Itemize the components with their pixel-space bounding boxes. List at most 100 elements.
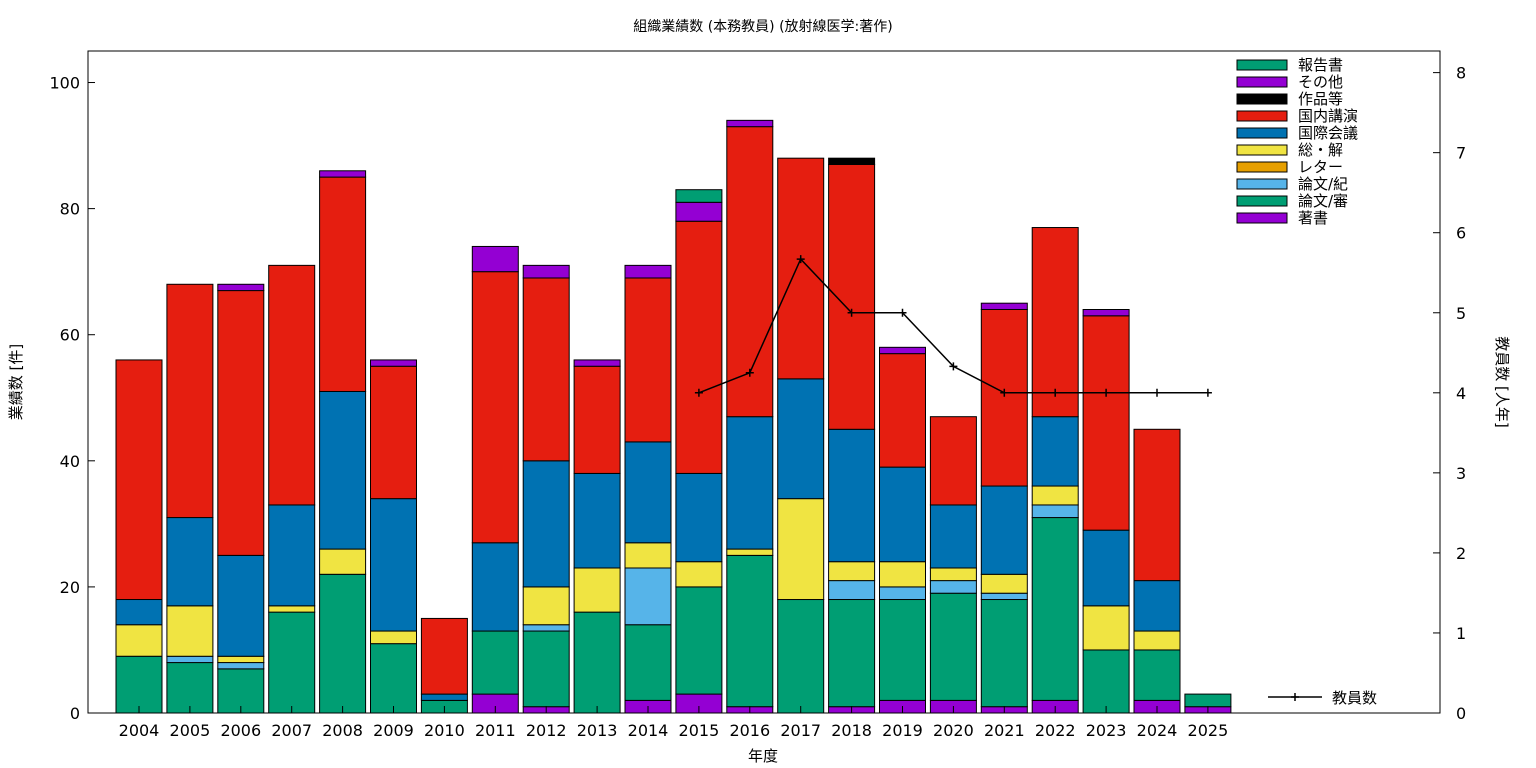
- x-tick-label: 2025: [1188, 721, 1229, 740]
- x-tick-label: 2020: [933, 721, 974, 740]
- x-tick-label: 2022: [1035, 721, 1076, 740]
- bar-segment: [115, 359, 163, 601]
- bar-segment: [166, 517, 214, 607]
- x-tick-label: 2005: [170, 721, 211, 740]
- bar-segment: [777, 599, 825, 714]
- bar-segment: [624, 277, 672, 443]
- bar-segment: [777, 498, 825, 601]
- bar-segment: [675, 220, 723, 474]
- bar-segment: [420, 617, 468, 695]
- bar-segment: [471, 271, 519, 544]
- bar-segment: [319, 176, 367, 392]
- bar-segment: [726, 548, 774, 556]
- y-tick-label: 60: [60, 326, 80, 345]
- bar-segment: [115, 624, 163, 657]
- y2-tick-label: 1: [1456, 624, 1466, 643]
- bar-segment: [828, 599, 876, 708]
- bar-segment: [522, 264, 570, 279]
- bar-segment: [319, 170, 367, 178]
- y2-tick-label: 6: [1456, 224, 1466, 243]
- bar-segment: [980, 485, 1028, 575]
- x-tick-label: 2021: [984, 721, 1025, 740]
- y-tick-label: 40: [60, 452, 80, 471]
- x-tick-label: 2012: [526, 721, 567, 740]
- bar-segment: [624, 542, 672, 569]
- y2-tick-label: 8: [1456, 64, 1466, 83]
- legend-swatch: [1236, 178, 1288, 190]
- bar-segment: [929, 504, 977, 569]
- bar-segment: [115, 655, 163, 714]
- bar-segment: [370, 359, 417, 367]
- bar-segment: [624, 624, 672, 701]
- legend-swatch: [1236, 76, 1288, 88]
- legend-swatch: [1236, 195, 1288, 207]
- legend-label: 著書: [1298, 209, 1328, 227]
- bars-group: [115, 119, 1232, 714]
- bar-segment: [980, 573, 1028, 594]
- line-point: [898, 308, 907, 317]
- bar-segment: [1082, 605, 1130, 651]
- y2-tick-label: 3: [1456, 464, 1466, 483]
- bar-segment: [471, 542, 519, 632]
- bar-segment: [522, 624, 570, 632]
- bar-segment: [980, 302, 1028, 310]
- line-point: [1203, 388, 1212, 397]
- bar-segment: [319, 548, 367, 575]
- bar-segment: [726, 416, 774, 550]
- bar-segment: [573, 365, 621, 474]
- bar-segment: [370, 643, 417, 714]
- bar-segment: [1184, 693, 1232, 708]
- bar-segment: [217, 554, 265, 657]
- line-point: [745, 368, 754, 377]
- bar-segment: [675, 201, 723, 222]
- bar-segment: [166, 662, 214, 714]
- legend-label: 作品等: [1298, 90, 1343, 108]
- bar-segment: [573, 611, 621, 714]
- bar-segment: [624, 441, 672, 544]
- bar-segment: [624, 264, 672, 279]
- bar-segment: [828, 163, 876, 430]
- bar-segment: [929, 592, 977, 701]
- bar-segment: [726, 554, 774, 708]
- bar-segment: [726, 126, 774, 418]
- bar-segment: [217, 662, 265, 670]
- bar-segment: [268, 605, 316, 613]
- x-tick-label: 2008: [322, 721, 363, 740]
- y-axis-label: 業績数 [件]: [7, 344, 25, 420]
- legend-label: 国内講演: [1298, 107, 1358, 125]
- bar-segment: [319, 390, 367, 550]
- y2-tick-label: 5: [1456, 304, 1466, 323]
- y-tick-label: 80: [60, 200, 80, 219]
- line-group: [694, 255, 1212, 397]
- bar-segment: [370, 630, 417, 645]
- bar-segment: [268, 611, 316, 714]
- bar-segment: [879, 561, 926, 588]
- x-tick-label: 2018: [831, 721, 872, 740]
- legend-swatch: [1236, 59, 1288, 71]
- legend-label: その他: [1298, 73, 1343, 91]
- bar-segment: [166, 605, 214, 657]
- bar-segment: [522, 277, 570, 462]
- bar-segment: [980, 599, 1028, 708]
- bar-segment: [726, 119, 774, 128]
- bar-segment: [217, 283, 265, 292]
- x-tick-label: 2010: [424, 721, 465, 740]
- line-point: [1051, 388, 1060, 397]
- legend-label: 論文/審: [1298, 192, 1348, 210]
- bar-segment: [166, 655, 214, 664]
- bar-segment: [1031, 416, 1079, 487]
- y2-tick-label: 4: [1456, 384, 1466, 403]
- legend-label: レター: [1298, 158, 1343, 176]
- bar-segment: [929, 416, 977, 506]
- x-tick-label: 2014: [628, 721, 669, 740]
- bar-segment: [370, 365, 417, 500]
- bar-segment: [268, 504, 316, 607]
- chart-title: 組織業績数 (本務教員) (放射線医学:著作): [633, 19, 892, 35]
- line-point: [1102, 388, 1111, 397]
- bar-segment: [573, 472, 621, 569]
- x-tick-label: 2024: [1137, 721, 1178, 740]
- line-point: [796, 255, 805, 264]
- faculty-line: [698, 257, 1208, 394]
- x-tick-label: 2013: [577, 721, 618, 740]
